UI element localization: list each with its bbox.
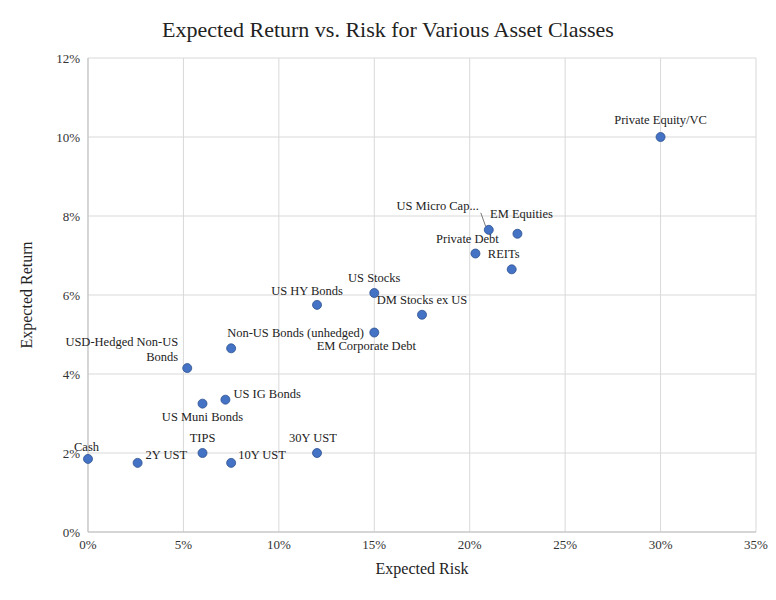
svg-text:10%: 10% [56,130,80,145]
svg-text:TIPS: TIPS [190,431,216,445]
svg-text:US IG Bonds: US IG Bonds [233,387,301,401]
svg-text:12%: 12% [56,52,80,66]
svg-text:US Micro Cap...: US Micro Cap... [397,199,479,213]
svg-text:Private Debt: Private Debt [436,231,499,246]
html-text:Expected Return vs. Risk for V: Expected Return vs. Risk for Various Ass… [162,17,614,42]
svg-text:US Stocks: US Stocks [348,271,401,285]
svg-text:4%: 4% [63,367,81,382]
svg-text:5%: 5% [175,537,193,552]
svg-text:Expected Return: Expected Return [18,241,36,348]
svg-text:30Y UST: 30Y UST [289,431,337,445]
svg-text:25%: 25% [553,537,577,552]
svg-text:2%: 2% [63,446,81,461]
svg-text:6%: 6% [63,288,81,303]
svg-text:Expected Risk: Expected Risk [376,560,469,578]
svg-text:DM Stocks ex US: DM Stocks ex US [377,293,468,307]
svg-text:0%: 0% [63,525,81,540]
svg-text:10%: 10% [267,537,291,552]
svg-text:15%: 15% [362,537,386,552]
svg-text:US HY Bonds: US HY Bonds [271,284,343,298]
svg-text:8%: 8% [63,209,81,224]
svg-text:20%: 20% [458,537,482,552]
svg-text:EM Equities: EM Equities [490,207,553,221]
svg-text:35%: 35% [744,537,768,552]
svg-text:Private Equity/VC: Private Equity/VC [614,113,707,127]
svg-text:0%: 0% [79,537,97,552]
svg-text:Cash: Cash [74,439,99,454]
svg-text:10Y UST: 10Y UST [238,448,286,462]
svg-text:EM Corporate Debt: EM Corporate Debt [317,339,417,353]
svg-text:REITs: REITs [488,247,520,261]
svg-text:2Y UST: 2Y UST [146,448,188,462]
svg-text:Non-US Bonds (unhedged): Non-US Bonds (unhedged) [227,326,364,341]
svg-text:USD-Hedged Non-USBonds: USD-Hedged Non-USBonds [65,335,178,364]
svg-text:US Muni Bonds: US Muni Bonds [162,410,243,424]
svg-text:30%: 30% [649,537,673,552]
